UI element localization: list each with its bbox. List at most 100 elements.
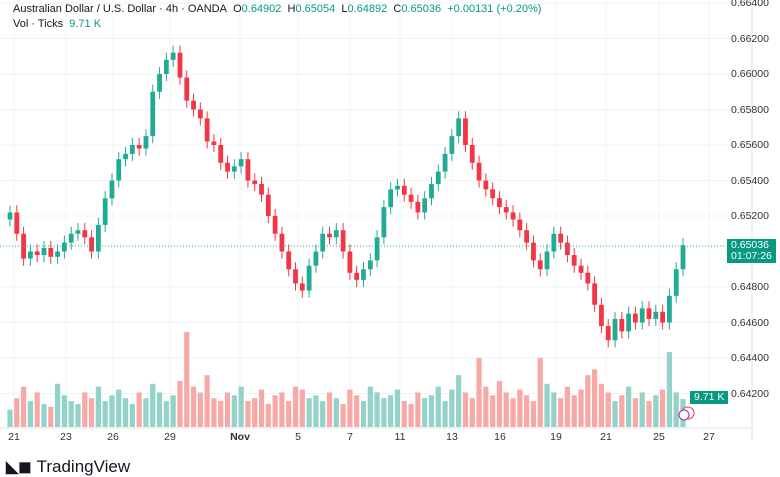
volume-label: Vol · Ticks xyxy=(13,18,64,30)
candle-body xyxy=(14,212,20,234)
candle-body xyxy=(231,166,237,172)
candle-body xyxy=(218,145,224,163)
time-tick-label: 29 xyxy=(164,431,176,443)
candle-body xyxy=(61,242,67,252)
price-tick-label: 0.64200 xyxy=(731,387,769,400)
candle-body xyxy=(68,233,74,243)
tradingview-logo-icon: ◣◼ xyxy=(6,459,32,476)
volume-bar xyxy=(14,398,20,427)
volume-bar xyxy=(558,398,564,427)
candle-body xyxy=(27,251,33,259)
volume-bar xyxy=(673,392,679,427)
volume-bar xyxy=(524,395,530,427)
change-value: +0.00131 (+0.20%) xyxy=(447,3,542,15)
open-value: 0.64902 xyxy=(241,3,282,15)
volume-bar xyxy=(286,401,292,427)
volume-bar xyxy=(156,392,163,427)
candle-body xyxy=(605,326,611,341)
volume-bar xyxy=(197,392,203,427)
candle-body xyxy=(313,251,319,266)
volume-bar xyxy=(449,389,455,427)
candle-body xyxy=(225,162,230,172)
candle-body xyxy=(259,184,264,195)
candle-body xyxy=(449,136,455,154)
candle-body xyxy=(510,212,516,220)
candle-body xyxy=(157,74,162,92)
candle-body xyxy=(517,219,523,231)
volume-bar xyxy=(415,392,421,427)
volume-bar xyxy=(313,395,319,427)
price-tick-label: 0.64600 xyxy=(731,316,769,329)
volume-bar xyxy=(292,386,299,427)
volume-bar xyxy=(578,389,584,427)
volume-bar xyxy=(422,398,428,427)
candle-body xyxy=(265,194,271,216)
volume-bar xyxy=(177,380,183,427)
event-flag-icon[interactable] xyxy=(678,406,695,421)
volume-bar xyxy=(88,398,95,427)
price-tick-label: 0.66400 xyxy=(731,0,769,9)
price-tick-label: 0.66200 xyxy=(731,32,769,45)
volume-bar xyxy=(333,398,339,427)
volume-bar xyxy=(258,389,265,427)
volume-bar xyxy=(48,406,54,427)
candle-body xyxy=(429,184,434,199)
volume-bar xyxy=(490,395,496,427)
tradingview-logo[interactable]: ◣◼ TradingView xyxy=(6,457,130,477)
candles xyxy=(7,45,686,348)
time-tick-label: 5 xyxy=(295,431,301,443)
volume-bar xyxy=(639,392,645,427)
candle-body xyxy=(129,145,135,154)
volume-bar xyxy=(496,380,503,427)
candle-body xyxy=(531,242,536,261)
volume-bar xyxy=(299,389,305,427)
candle-body xyxy=(102,198,108,225)
candle-body xyxy=(327,233,332,238)
volume-bar xyxy=(231,395,237,427)
volume-bars xyxy=(7,331,686,427)
volume-bar xyxy=(109,395,115,427)
candle-body xyxy=(673,269,679,296)
candle-body xyxy=(558,233,564,243)
volume-bar xyxy=(354,395,360,427)
candle-body xyxy=(483,180,489,190)
time-tick-label: 19 xyxy=(550,431,562,443)
candle-body xyxy=(415,201,421,213)
time-tick-label: Nov xyxy=(230,431,250,443)
candle-body xyxy=(544,251,550,270)
candle-body xyxy=(272,216,278,234)
candle-body xyxy=(7,212,13,220)
volume-bar xyxy=(347,389,353,427)
candle-body xyxy=(75,230,81,234)
candle-body xyxy=(55,251,60,257)
volume-bar xyxy=(218,401,224,427)
volume-bar xyxy=(612,401,618,427)
candle-body xyxy=(653,311,659,319)
volume-bar xyxy=(483,386,489,427)
volume-bar xyxy=(592,369,598,427)
candle-body xyxy=(578,265,584,273)
logo-text: TradingView xyxy=(36,457,131,476)
volume-bar xyxy=(102,401,108,427)
volume-bar xyxy=(517,389,523,427)
candle-body xyxy=(592,283,598,305)
volume-bar xyxy=(129,403,135,427)
price-tick-label: 0.65800 xyxy=(731,103,769,116)
volume-bar xyxy=(143,398,149,427)
time-tick-label: 21 xyxy=(8,431,20,443)
candle-body xyxy=(245,159,251,181)
volume-bar xyxy=(551,392,557,427)
candle-body xyxy=(150,91,156,137)
candle-body xyxy=(626,313,632,332)
volume-bar xyxy=(265,403,271,427)
bar-countdown: 01:07:26 xyxy=(731,250,772,262)
volume-bar xyxy=(116,389,122,427)
volume-bar xyxy=(374,392,380,427)
volume-bar xyxy=(54,383,61,427)
candle-body xyxy=(612,318,618,341)
volume-bar xyxy=(61,395,67,427)
candle-body xyxy=(571,255,577,266)
symbol-title: Australian Dollar / U.S. Dollar · 4h · O… xyxy=(13,3,227,15)
volume-bar xyxy=(82,392,88,427)
